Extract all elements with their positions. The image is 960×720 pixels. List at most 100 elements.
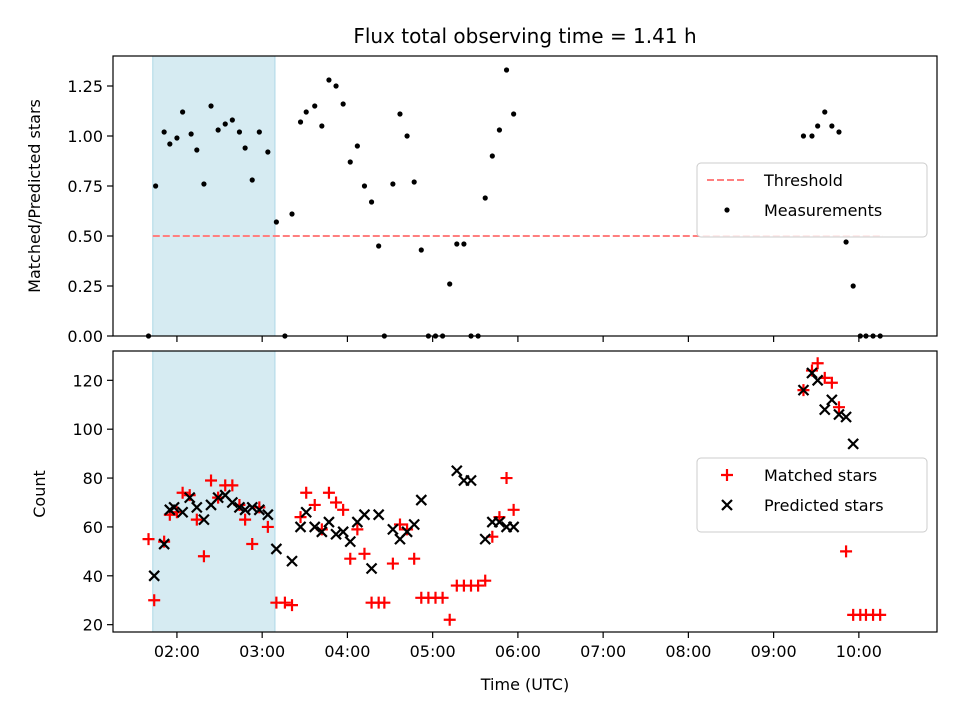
measurement-point <box>404 133 410 139</box>
measurement-point <box>161 129 167 135</box>
y-tick-label: 0.75 <box>67 177 103 196</box>
predicted-stars-point <box>451 464 463 477</box>
matched-stars-point <box>358 547 371 560</box>
predicted-stars-point <box>294 521 307 533</box>
x-axis-label: Time (UTC) <box>480 675 569 694</box>
chart-title: Flux total observing time = 1.41 h <box>353 24 696 48</box>
measurement-point <box>511 111 517 117</box>
matched-stars-point <box>148 594 161 607</box>
measurement-point <box>153 183 159 189</box>
matched-stars-point <box>253 501 266 514</box>
matched-stars-point <box>472 579 485 592</box>
measurement-point <box>222 121 228 127</box>
matched-stars-point <box>205 474 218 487</box>
matched-stars-point <box>378 596 391 609</box>
matched-stars-point <box>344 552 357 565</box>
x-tick-label: 03:00 <box>239 642 285 661</box>
measurement-point <box>273 219 279 225</box>
legend-matched-swatch <box>721 469 733 481</box>
measurement-point <box>242 145 248 151</box>
predicted-stars-point <box>158 538 170 550</box>
count-panel: 20 40 60 80 100 120 02:00 03:00 04:00 05:00 06:00 0… <box>72 350 938 661</box>
measurement-point <box>333 83 339 89</box>
matched-stars-point <box>142 533 155 546</box>
measurement-point <box>201 181 207 187</box>
predicted-stars-point <box>387 523 399 536</box>
measurement-point <box>326 77 332 83</box>
predicted-stars-point <box>253 504 266 516</box>
measurement-point <box>489 153 495 159</box>
legend-measurement-swatch <box>724 207 730 213</box>
measurement-point <box>180 109 186 115</box>
ratio-panel: 0.00 0.25 0.50 0.75 1.00 1.25 Threshold Measure… <box>67 55 938 346</box>
measurement-point <box>229 117 235 123</box>
legend: Threshold Measurements <box>696 162 928 238</box>
matched-stars-point <box>330 496 343 509</box>
predicted-stars-point <box>239 504 251 516</box>
x-tick-label: 07:00 <box>580 642 626 661</box>
matched-stars-point <box>337 503 350 516</box>
predicted-stars-point <box>847 438 859 450</box>
x-tick-label: 05:00 <box>410 642 456 661</box>
matched-stars-point <box>176 486 189 499</box>
legend-label: Matched stars <box>764 466 877 485</box>
predicted-stars-point <box>270 543 283 555</box>
predicted-stars-point <box>344 535 357 548</box>
measurement-point <box>397 111 403 117</box>
matched-stars-point <box>278 596 291 609</box>
legend-box <box>696 457 928 533</box>
predicted-stars-point <box>840 411 852 423</box>
x-tick-label: 06:00 <box>495 642 541 661</box>
matched-stars-point <box>825 376 838 389</box>
measurement-point <box>340 101 346 107</box>
measurement-point <box>256 129 262 135</box>
measurement-point <box>836 129 842 135</box>
y-tick-label: 1.25 <box>67 77 103 96</box>
measurement-point <box>289 211 295 217</box>
predicted-stars-point <box>246 501 259 514</box>
matched-stars-point <box>308 498 321 511</box>
legend-label: Measurements <box>764 201 882 220</box>
measurement-point <box>843 239 849 245</box>
legend-box <box>696 162 928 238</box>
matched-stars-point <box>805 364 818 377</box>
measurement-point <box>361 183 368 189</box>
y-tick-label: 60 <box>83 518 103 537</box>
measurement-point <box>815 123 821 129</box>
predicted-stars-point <box>365 562 378 575</box>
measurement-point <box>347 159 353 165</box>
measurement-point <box>829 123 835 129</box>
x-tick-label: 08:00 <box>665 642 711 661</box>
matched-stars-point <box>811 357 824 370</box>
y-tick-label: 40 <box>83 567 103 586</box>
predicted-stars-point <box>337 526 349 538</box>
measurement-point <box>208 103 214 109</box>
measurement-point <box>376 243 382 249</box>
predicted-stars-point <box>176 506 189 519</box>
matched-stars-point <box>874 608 887 621</box>
legend-label: Threshold <box>763 171 843 190</box>
predicted-stars-point <box>323 516 335 528</box>
predicted-stars-point <box>308 521 321 533</box>
predicted-stars-point <box>415 494 428 506</box>
measurement-point <box>503 67 510 73</box>
matched-stars-point <box>261 520 274 533</box>
legend-predicted-swatch <box>721 499 733 511</box>
y-tick-label: 20 <box>83 616 103 635</box>
measurement-point <box>354 143 360 149</box>
predicted-stars-point <box>183 491 196 504</box>
y-tick-label: 0.50 <box>67 227 103 246</box>
predicted-stars-point <box>507 521 520 533</box>
matched-stars-point <box>300 486 313 499</box>
y-axis-label-ratio: Matched/Predicted stars <box>25 99 44 293</box>
predicted-stars-point <box>372 508 385 521</box>
matched-stars-point <box>197 550 210 563</box>
matched-stars-point <box>393 518 406 531</box>
predicted-stars-point <box>408 518 420 531</box>
matched-stars-point <box>322 486 335 499</box>
x-tick-label: 09:00 <box>751 642 797 661</box>
measurement-point <box>850 283 856 289</box>
y-tick-label: 0.00 <box>67 327 103 346</box>
